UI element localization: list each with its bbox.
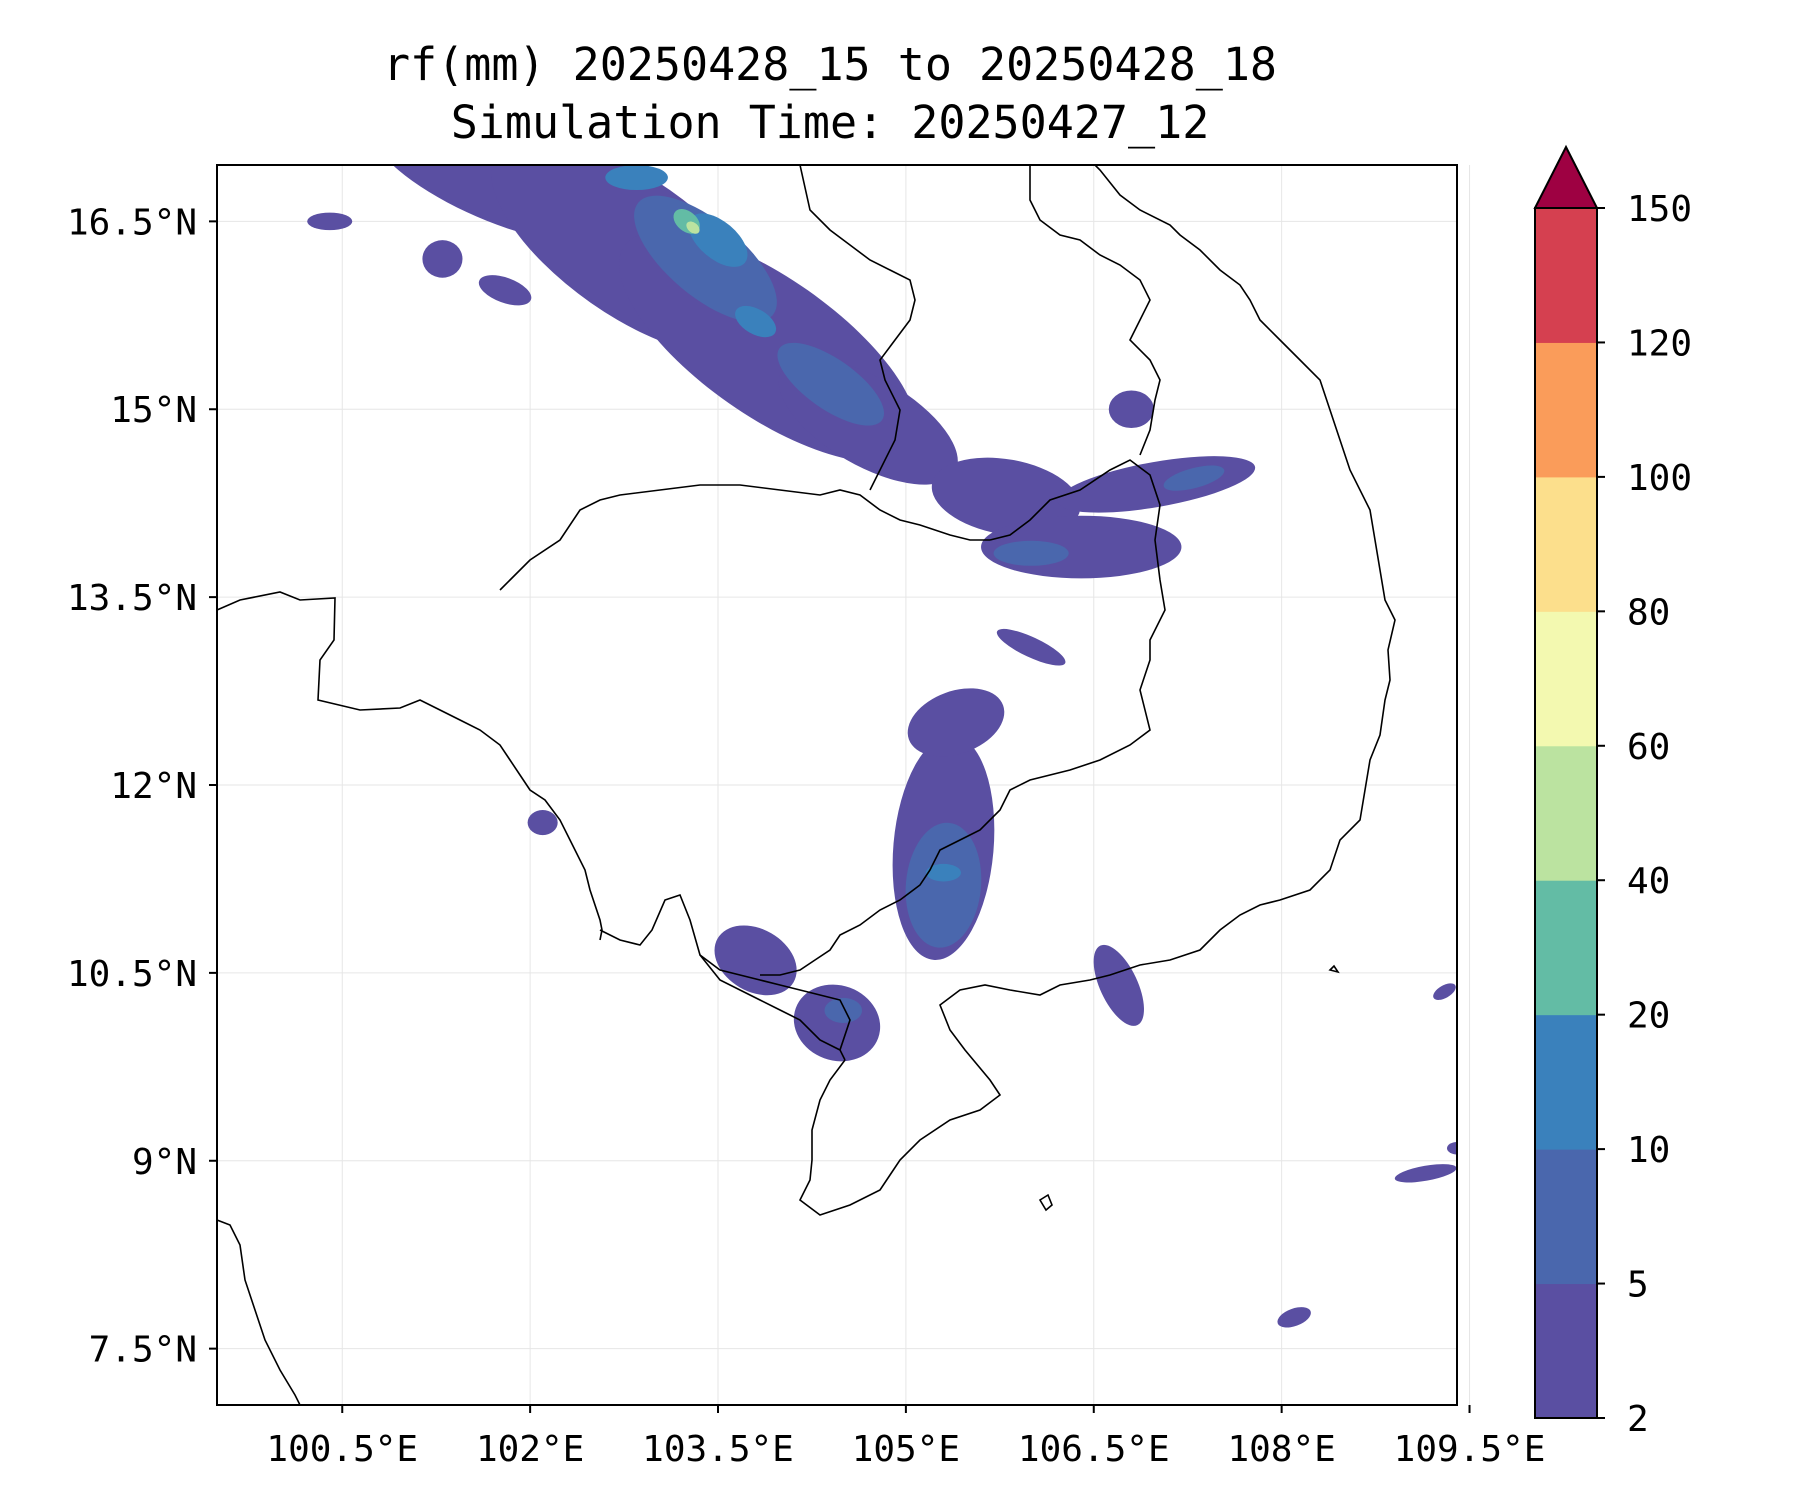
border-thailand-cambodia bbox=[499, 484, 990, 591]
rain-cell bbox=[1277, 1307, 1311, 1328]
rain-cell bbox=[931, 457, 1081, 537]
lat-tick-label: 13.5°N bbox=[67, 578, 197, 619]
lon-tick-label: 102°E bbox=[476, 1429, 584, 1470]
colorbar: 2 5 10 20 40 60 80 100 120 150 bbox=[1533, 144, 1692, 1440]
rain-cell bbox=[422, 240, 463, 278]
coastline-mekong-delta bbox=[798, 165, 1396, 1216]
colorbar-frame bbox=[1534, 207, 1598, 1419]
colorbar-segment bbox=[1535, 476, 1597, 612]
lat-tick-label: 16.5°N bbox=[67, 202, 197, 243]
lon-tick-label: 103.5°E bbox=[642, 1429, 794, 1470]
rain-cell bbox=[688, 213, 748, 267]
rain-cell bbox=[824, 997, 863, 1023]
rain-cell bbox=[1057, 456, 1256, 513]
colorbar-tick-label: 10 bbox=[1627, 1130, 1670, 1171]
colorbar-tick-label: 40 bbox=[1627, 861, 1670, 902]
rain-cell bbox=[714, 925, 797, 996]
rain-cell bbox=[527, 810, 558, 836]
coastline-cambodia bbox=[699, 954, 841, 1051]
border-thailand-laos-mekong bbox=[799, 165, 916, 491]
rain-cell bbox=[907, 688, 1005, 757]
rain-cell bbox=[1446, 1141, 1457, 1155]
rain-cell bbox=[925, 863, 961, 882]
colorbar-tick-label: 100 bbox=[1627, 458, 1692, 499]
lat-tick-label: 9°N bbox=[132, 1142, 197, 1183]
rain-cell bbox=[735, 305, 777, 338]
lon-tick-label: 106.5°E bbox=[1018, 1429, 1170, 1470]
rain-cell bbox=[996, 628, 1066, 666]
island-phu-quoc bbox=[1038, 1193, 1053, 1212]
coastlines-borders bbox=[217, 165, 1396, 1405]
lon-tick-label: 108°E bbox=[1227, 1429, 1335, 1470]
rain-cell bbox=[686, 221, 700, 234]
lat-tick-label: 15°N bbox=[110, 390, 197, 431]
rain-cell bbox=[777, 342, 885, 426]
rain-cell bbox=[793, 984, 881, 1062]
rain-cell bbox=[993, 540, 1069, 566]
coastline-east-gulf bbox=[599, 894, 851, 1061]
rain-cell bbox=[478, 275, 532, 306]
longitude-tick-labels: 100.5°E 102°E 103.5°E 105°E 106.5°E 108°E 109.… bbox=[266, 1405, 1545, 1470]
colorbar-segment bbox=[1535, 342, 1597, 478]
lon-tick-label: 100.5°E bbox=[266, 1429, 418, 1470]
rain-cell bbox=[307, 212, 353, 231]
colorbar-segment bbox=[1535, 745, 1597, 881]
rain-cell bbox=[605, 165, 668, 191]
colorbar-segment bbox=[1535, 208, 1597, 343]
coastline-gulf-west bbox=[217, 591, 603, 941]
colorbar-tick-label: 20 bbox=[1627, 996, 1670, 1037]
colorbar-segment bbox=[1535, 880, 1597, 1016]
rain-cell bbox=[1093, 944, 1144, 1026]
rain-cell bbox=[1394, 1164, 1457, 1183]
colorbar-tick-label: 150 bbox=[1627, 189, 1692, 230]
lon-tick-label: 105°E bbox=[852, 1429, 960, 1470]
rainfall-field bbox=[307, 165, 1457, 1328]
colorbar-tick-label: 60 bbox=[1627, 727, 1670, 768]
lat-tick-label: 12°N bbox=[110, 766, 197, 807]
lat-tick-label: 10.5°N bbox=[67, 954, 197, 995]
colorbar-tick-label: 5 bbox=[1627, 1265, 1649, 1306]
colorbar-tick-label: 120 bbox=[1627, 323, 1692, 364]
border-laos-vietnam bbox=[1029, 165, 1161, 456]
border-cambodia-vietnam bbox=[760, 459, 1166, 976]
colorbar-segment bbox=[1535, 1283, 1597, 1419]
colorbar-segment bbox=[1535, 1149, 1597, 1285]
malay-peninsula bbox=[217, 1219, 301, 1405]
rain-cell bbox=[1433, 983, 1456, 1000]
colorbar-tick-label: 80 bbox=[1627, 592, 1670, 633]
colorbar-extend-arrow bbox=[1533, 144, 1599, 209]
colorbar-tick-label: 2 bbox=[1627, 1399, 1649, 1440]
rain-cell bbox=[1163, 465, 1225, 491]
island-con-dao bbox=[1328, 964, 1340, 974]
rain-cell bbox=[905, 822, 982, 948]
rain-cell bbox=[1108, 390, 1154, 429]
latitude-tick-labels: 16.5°N 15°N 13.5°N 12°N 10.5°N 9°N 7.5°N bbox=[67, 202, 217, 1371]
colorbar-segment bbox=[1535, 611, 1597, 747]
lat-tick-label: 7.5°N bbox=[89, 1330, 197, 1371]
colorbar-segment bbox=[1535, 1014, 1597, 1150]
title-line-2: Simulation Time: 20250427_12 bbox=[450, 96, 1210, 149]
title-line-1: rf(mm) 20250428_15 to 20250428_18 bbox=[382, 38, 1278, 91]
rain-cell bbox=[634, 195, 777, 323]
lon-tick-label: 109.5°E bbox=[1394, 1429, 1546, 1470]
